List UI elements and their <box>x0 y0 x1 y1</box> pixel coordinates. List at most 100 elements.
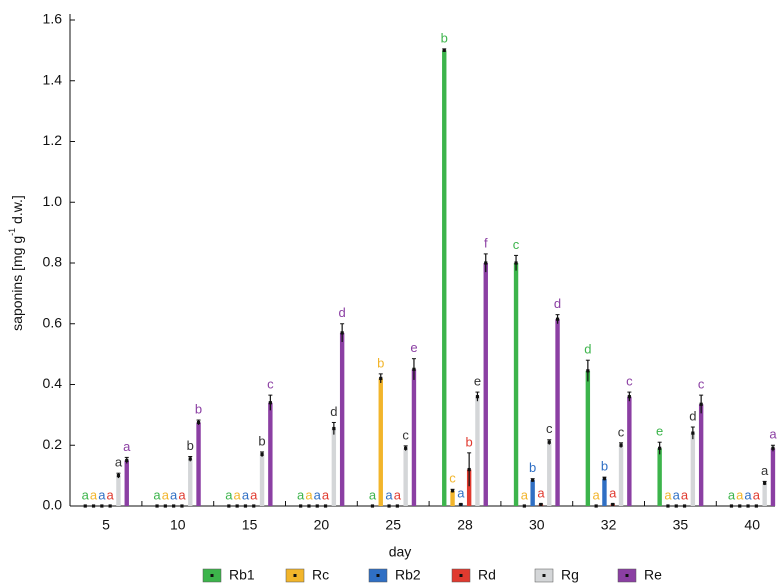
significance-letter: a <box>609 485 617 500</box>
error-bar <box>475 391 480 402</box>
bar <box>403 448 408 506</box>
bar <box>770 448 776 506</box>
significance-letter: b <box>195 401 202 416</box>
mean-dot <box>108 504 112 508</box>
error-bar <box>378 373 383 383</box>
significance-letter: b <box>601 459 608 474</box>
legend-label: Rd <box>478 567 496 583</box>
significance-letter: a <box>123 439 131 454</box>
mean-dot <box>370 504 375 508</box>
y-tick-label: 0.0 <box>43 497 63 513</box>
error-bar <box>243 504 248 508</box>
significance-letter: a <box>178 487 186 502</box>
error-bar <box>458 502 463 507</box>
significance-letter: c <box>449 471 456 486</box>
significance-letter: a <box>107 487 115 502</box>
error-bar <box>522 504 527 508</box>
mean-dot <box>666 504 670 508</box>
mean-dot <box>627 395 631 399</box>
mean-dot <box>763 481 767 485</box>
mean-dot <box>547 440 551 444</box>
significance-letter: b <box>441 30 448 45</box>
bar <box>547 442 552 506</box>
mean-dot <box>514 261 518 265</box>
y-label-sup: -1 <box>7 228 17 236</box>
mean-dot <box>754 504 758 508</box>
mean-dot <box>682 504 687 508</box>
error-bar <box>116 472 121 479</box>
bar <box>259 454 265 506</box>
significance-letter: a <box>314 487 322 502</box>
significance-letter: c <box>267 377 274 392</box>
mean-dot <box>404 446 408 450</box>
x-tick-label: 20 <box>314 517 330 533</box>
x-tick-label: 35 <box>673 517 689 533</box>
error-bar <box>762 480 767 486</box>
significance-letter: a <box>681 487 689 502</box>
mean-dot <box>531 478 535 482</box>
significance-letter: c <box>513 237 520 252</box>
mean-dot <box>83 504 87 508</box>
error-bar <box>235 504 240 508</box>
error-bar <box>547 439 552 445</box>
mean-dot <box>729 504 734 508</box>
legend-label: Re <box>644 567 662 583</box>
mean-dot <box>180 504 184 508</box>
legend-label: Rb2 <box>395 567 421 583</box>
error-bar <box>179 504 184 508</box>
significance-letter: a <box>385 487 393 502</box>
bar <box>442 50 447 506</box>
legend-label: Rg <box>561 567 579 583</box>
x-tick-label: 15 <box>242 517 258 533</box>
error-bar <box>619 442 624 448</box>
mean-dot <box>188 457 192 461</box>
mean-dot <box>340 331 344 335</box>
x-tick-label: 40 <box>744 517 760 533</box>
mean-dot <box>658 446 662 450</box>
legend-dot <box>210 574 214 577</box>
error-bar <box>188 455 193 462</box>
legend-label: Rb1 <box>229 567 255 583</box>
significance-letter: a <box>322 487 330 502</box>
y-tick-label: 1.2 <box>43 132 63 148</box>
error-bar <box>585 359 590 382</box>
error-bar <box>403 445 408 451</box>
bar <box>268 402 273 506</box>
significance-letter: a <box>369 487 377 502</box>
significance-letter: a <box>162 487 170 502</box>
error-bar <box>674 504 679 508</box>
mean-dot <box>196 420 201 425</box>
legend-dot <box>376 574 380 577</box>
mean-dot <box>387 504 391 508</box>
error-bar <box>108 504 113 508</box>
significance-letter: a <box>170 487 178 502</box>
error-bar <box>370 504 375 508</box>
mean-dot <box>227 504 231 508</box>
legend-dot <box>625 574 629 577</box>
significance-letter: a <box>664 487 672 502</box>
significance-letter: a <box>82 487 90 502</box>
y-label-tail: d.w.] <box>9 195 25 228</box>
error-bar <box>699 394 704 414</box>
mean-dot <box>746 504 750 508</box>
bar <box>618 445 624 506</box>
error-bar <box>450 488 455 493</box>
y-tick-label: 0.6 <box>43 314 63 330</box>
bar <box>378 378 383 506</box>
significance-letter: b <box>529 460 536 475</box>
mean-dot <box>307 504 311 508</box>
bar <box>762 483 767 506</box>
error-bar <box>602 476 607 481</box>
mean-dot <box>475 395 480 399</box>
bar <box>627 396 632 506</box>
error-bar <box>770 444 775 452</box>
bar <box>555 319 560 506</box>
mean-dot <box>699 402 703 406</box>
significance-letter: a <box>394 487 402 502</box>
error-bar <box>729 504 734 508</box>
mean-dot <box>467 467 471 472</box>
y-tick-label: 0.8 <box>43 254 63 270</box>
significance-letter: f <box>484 235 488 250</box>
error-bar <box>251 504 256 508</box>
